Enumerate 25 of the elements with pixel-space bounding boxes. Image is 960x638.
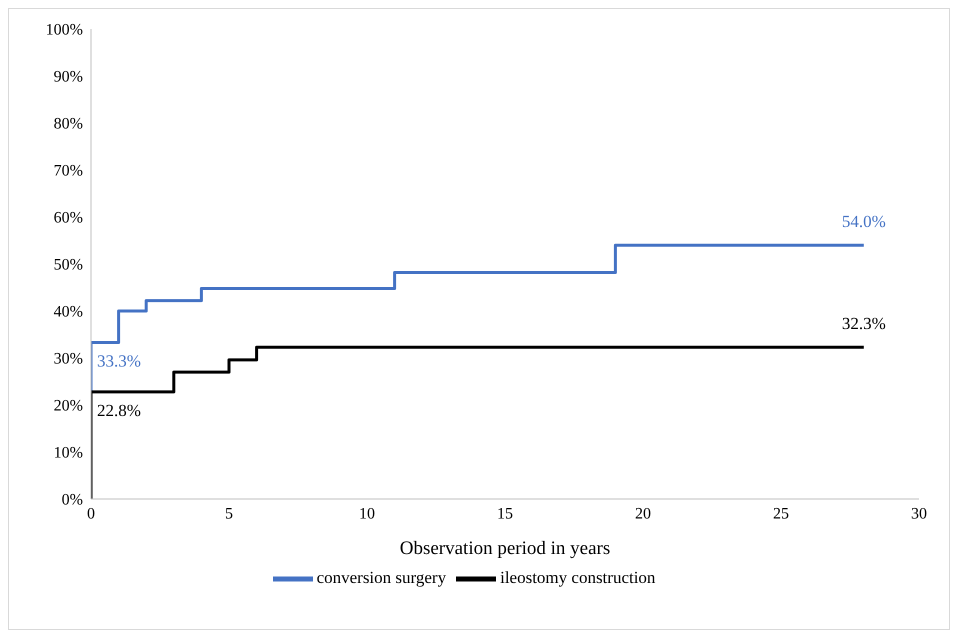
x-tick-label: 5	[225, 505, 233, 522]
y-tick-label: 60%	[54, 210, 83, 227]
x-tick-label: 0	[87, 505, 95, 522]
y-tick-label: 90%	[54, 68, 83, 86]
y-tick-label: 10%	[54, 444, 83, 462]
x-tick-label: 15	[497, 505, 513, 522]
x-tick-label: 30	[911, 505, 927, 522]
y-tick-label: 100%	[46, 22, 83, 39]
y-tick-label: 80%	[54, 116, 83, 133]
x-tick-label: 25	[773, 505, 789, 522]
y-tick-label: 30%	[54, 350, 83, 368]
legend-label: ileostomy construction	[500, 568, 656, 587]
data-label: 33.3%	[97, 351, 141, 370]
data-label: 32.3%	[842, 314, 886, 334]
legend-label: conversion surgery	[316, 568, 446, 587]
y-tick-label: 0%	[62, 492, 83, 509]
y-tick-label: 40%	[54, 304, 83, 321]
data-label: 54.0%	[842, 212, 886, 232]
y-tick-label: 20%	[54, 398, 83, 415]
x-tick-label: 20	[635, 505, 651, 522]
x-axis-title: Observation period in years	[400, 538, 610, 559]
y-tick-label: 70%	[54, 162, 83, 180]
data-label: 22.8%	[97, 400, 141, 420]
x-tick-label: 10	[359, 505, 375, 522]
y-tick-label: 50%	[54, 256, 83, 274]
